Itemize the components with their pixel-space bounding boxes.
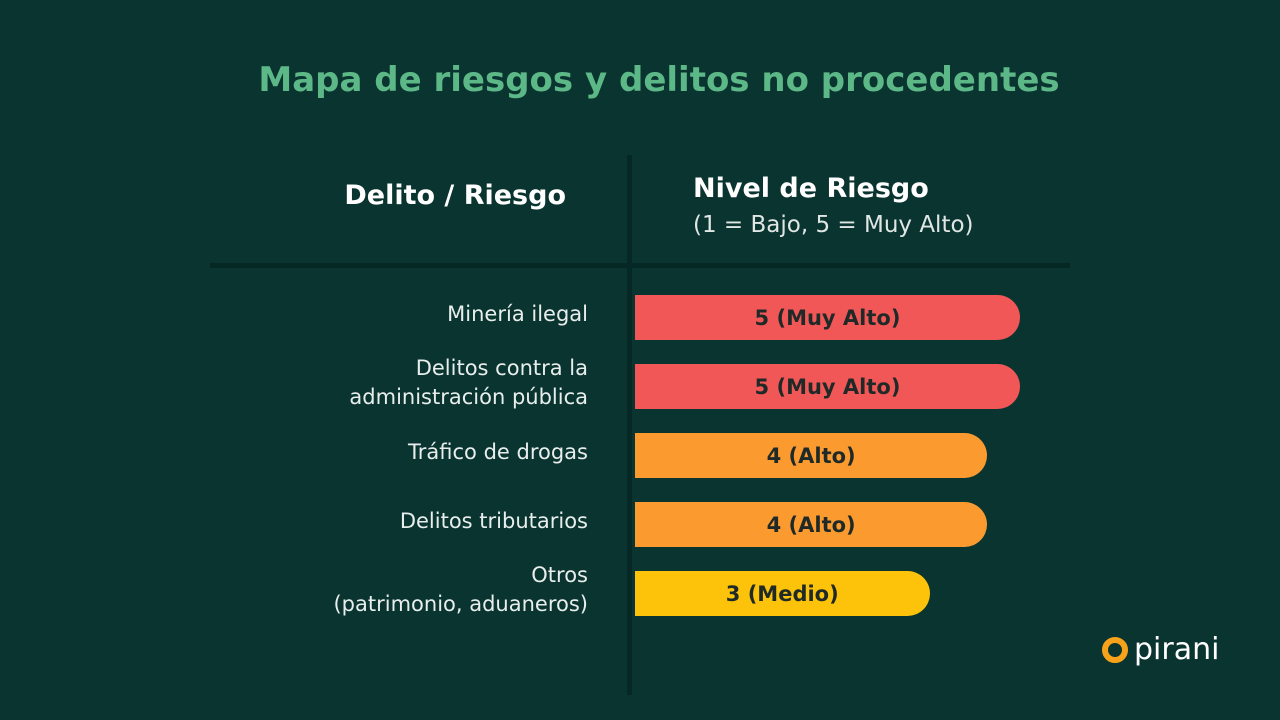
bar: 5 (Muy Alto) — [635, 364, 1020, 409]
category-header: Delito / Riesgo — [344, 180, 566, 211]
data-label: 3 (Medio) — [725, 581, 839, 606]
chart-title: Mapa de riesgos y delitos no procedentes — [258, 60, 1060, 100]
value-header: Nivel de Riesgo — [693, 173, 929, 204]
bar: 5 (Muy Alto) — [635, 295, 1020, 340]
bar: 4 (Alto) — [635, 433, 988, 478]
pirani-logo: pirani — [1102, 632, 1219, 667]
value-header-note: (1 = Bajo, 5 = Muy Alto) — [693, 212, 974, 238]
category-label: Tráfico de drogas — [408, 439, 588, 464]
data-label: 5 (Muy Alto) — [754, 374, 901, 399]
category-label: Delitos contra la administración pública — [349, 356, 588, 409]
category-label: Otros (patrimonio, aduaneros) — [333, 563, 588, 616]
category-label: Minería ilegal — [447, 301, 588, 326]
bar: 3 (Medio) — [635, 571, 930, 616]
data-label: 5 (Muy Alto) — [754, 305, 901, 330]
data-label: 4 (Alto) — [766, 512, 856, 537]
category-label: Delitos tributarios — [399, 508, 588, 533]
column-divider — [627, 155, 632, 695]
logo-ring-icon — [1102, 636, 1128, 663]
bar: 4 (Alto) — [635, 502, 988, 547]
header-divider — [210, 263, 1070, 268]
data-label: 4 (Alto) — [766, 443, 856, 468]
logo-text: pirani — [1134, 632, 1220, 667]
